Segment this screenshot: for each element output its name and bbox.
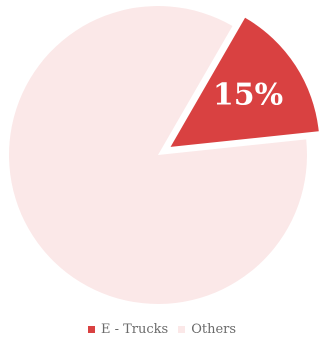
legend-label-e-trucks: E - Trucks (100, 322, 169, 337)
legend-item-others[interactable]: Others (178, 322, 236, 337)
legend-item-e-trucks[interactable]: E - Trucks (87, 322, 169, 337)
legend-swatch-others (178, 326, 186, 333)
pie-slice-e-trucks (170, 17, 319, 147)
legend-label-others: Others (191, 322, 237, 337)
slice-label-e-trucks: 15% (213, 78, 283, 113)
pie-chart: 15% (8, 5, 319, 304)
legend: E - Trucks Others (0, 322, 324, 337)
legend-swatch-e-trucks (87, 326, 95, 333)
pie-slice-others (8, 5, 308, 304)
